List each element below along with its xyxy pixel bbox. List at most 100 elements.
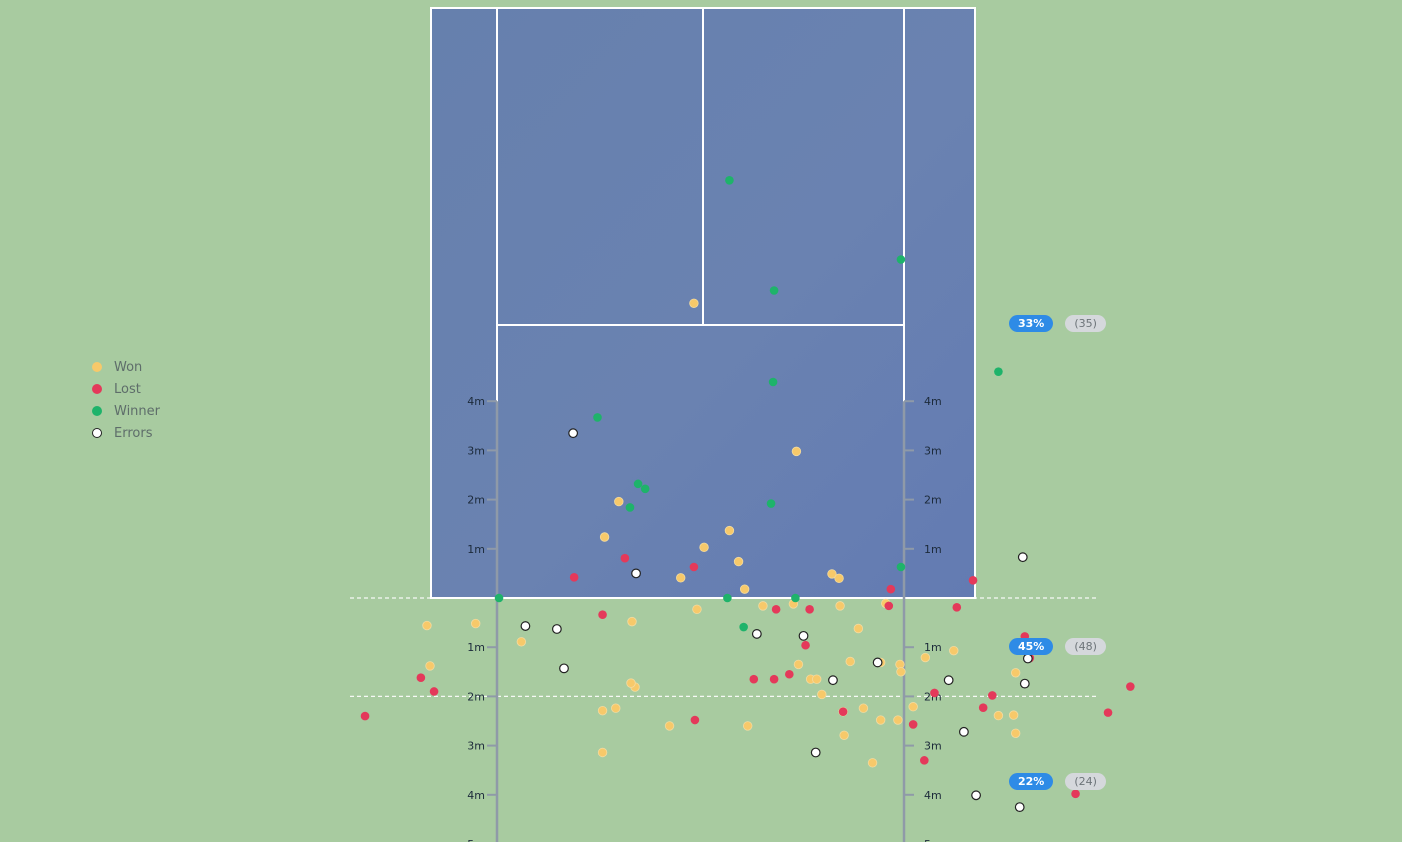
errors-marker-icon — [92, 428, 102, 438]
winner-point — [994, 367, 1003, 376]
zone-stat-court: 33% (35) — [1009, 315, 1106, 332]
scale-tick-label: 3m — [467, 740, 485, 753]
lost-point — [771, 605, 781, 614]
distance-scales: 1m2m3m4m1m2m3m4m5m1m2m3m4m1m2m3m4m5m — [467, 395, 942, 842]
won-point — [867, 758, 878, 768]
errors-point — [1014, 802, 1025, 812]
lost-point — [886, 584, 896, 594]
winner-point — [593, 413, 602, 422]
won-point — [793, 659, 804, 670]
lost-point — [884, 601, 894, 611]
legend-label-won: Won — [114, 359, 143, 375]
scale-tick-label: 1m — [467, 641, 485, 654]
scale-tick-label: 3m — [924, 444, 942, 457]
zone-stat-deep: 22% (24) — [1009, 773, 1106, 790]
won-point — [743, 721, 753, 731]
errors-point — [551, 624, 562, 634]
errors-point — [1019, 678, 1030, 689]
lost-point — [1071, 789, 1080, 799]
won-point — [739, 584, 750, 594]
won-point — [839, 730, 849, 740]
legend-label-lost: Lost — [114, 381, 141, 397]
winner-point — [723, 593, 732, 603]
legend-item-winner[interactable]: Winner — [92, 400, 160, 422]
legend: Won Lost Winner Errors — [92, 356, 160, 444]
errors-point — [751, 629, 762, 639]
zone-stat-near: 45% (48) — [1009, 638, 1106, 655]
legend-item-won[interactable]: Won — [92, 356, 160, 378]
errors-point — [559, 663, 569, 674]
legend-item-lost[interactable]: Lost — [92, 378, 160, 400]
scale-tick-label: 5m — [467, 838, 485, 842]
errors-point — [798, 630, 809, 641]
errors-point — [631, 568, 641, 579]
won-point — [758, 601, 768, 611]
winner-point — [769, 286, 779, 295]
won-point — [699, 542, 709, 553]
winner-point — [494, 593, 504, 603]
won-point — [993, 710, 1004, 721]
won-point — [1008, 710, 1019, 720]
scale-tick-label: 4m — [467, 789, 485, 802]
errors-point — [568, 428, 579, 439]
winner-point — [725, 175, 734, 185]
scale-tick-label: 4m — [467, 395, 485, 408]
won-point — [853, 623, 864, 634]
scale-tick-label: 3m — [467, 444, 485, 457]
lost-point — [801, 640, 810, 650]
errors-point — [872, 657, 883, 668]
won-point — [896, 667, 906, 677]
legend-item-errors[interactable]: Errors — [92, 422, 160, 444]
won-point — [516, 637, 527, 647]
lost-point — [988, 691, 997, 700]
lost-point — [920, 756, 929, 765]
won-point — [724, 525, 735, 536]
lost-point — [968, 575, 978, 585]
lost-point — [769, 674, 779, 684]
won-point — [611, 703, 621, 713]
won-point — [597, 747, 608, 758]
court — [350, 7, 1098, 698]
scale-tick-label: 1m — [467, 543, 485, 556]
zone-percent-badge: 22% — [1009, 773, 1054, 790]
legend-label-winner: Winner — [114, 403, 161, 419]
won-point — [614, 496, 624, 507]
winner-point — [791, 593, 800, 603]
lost-point — [978, 703, 988, 713]
winner-point — [633, 479, 643, 489]
lost-point — [620, 553, 630, 563]
errors-point — [959, 726, 969, 737]
scale-tick-label: 1m — [924, 543, 942, 556]
won-point — [949, 645, 959, 656]
zone-percent-badge: 33% — [1009, 315, 1054, 332]
won-point — [827, 569, 837, 579]
won-point — [692, 604, 702, 615]
errors-point — [828, 675, 838, 686]
lost-point — [416, 673, 426, 683]
scale-tick-label: 2m — [467, 690, 485, 703]
winner-marker-icon — [92, 406, 102, 416]
won-point — [817, 689, 827, 700]
won-point — [875, 715, 886, 725]
won-point — [845, 656, 855, 667]
won-point — [470, 618, 481, 629]
scale-tick-label: 2m — [467, 494, 485, 507]
won-point — [689, 298, 699, 308]
errors-point — [810, 747, 821, 758]
won-point — [1010, 728, 1021, 739]
won-point — [425, 661, 435, 671]
lost-point — [360, 711, 370, 721]
errors-point — [971, 790, 981, 801]
errors-point — [943, 675, 954, 686]
winner-point — [739, 622, 748, 632]
won-point — [422, 620, 432, 631]
lost-point — [838, 707, 848, 716]
won-point — [908, 702, 918, 712]
zone-count-badge: (24) — [1065, 773, 1106, 790]
won-point — [812, 674, 822, 684]
lost-point — [1126, 682, 1135, 691]
winner-point — [625, 503, 635, 512]
won-point — [920, 652, 931, 663]
winner-point — [768, 377, 778, 387]
